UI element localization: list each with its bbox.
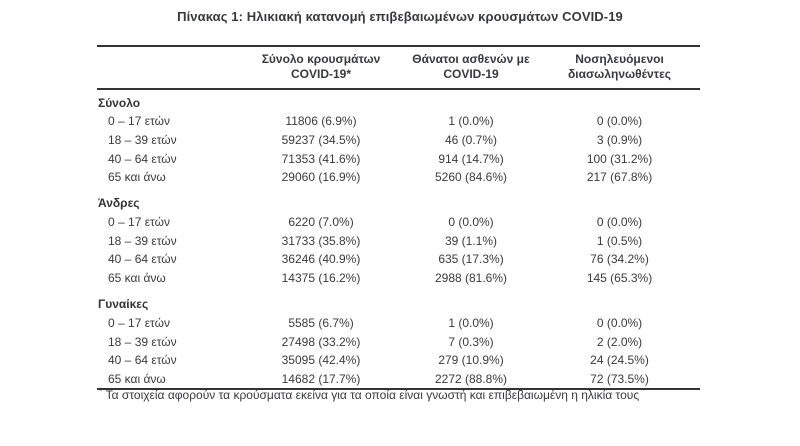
deaths-value: 7 (0.3%)	[448, 334, 494, 349]
deaths-value: 5260 (84.6%)	[434, 170, 508, 185]
intubated-value: 100 (31.2%)	[586, 151, 653, 166]
intubated-value: 0 (0.0%)	[596, 315, 643, 330]
table-row: 40 – 64 ετών 36246 (40.9%) 635 (17.3%) 7…	[97, 250, 700, 269]
header-total-cases: Σύνολο κρουσμάτων COVID-19*	[239, 46, 403, 90]
header-intubated-line2: διασωληνωθέντες	[567, 67, 671, 81]
age-label: 0 – 17 ετών	[108, 315, 170, 330]
intubated-value: 72 (73.5%)	[590, 371, 649, 386]
footnote-asterisk: *	[99, 386, 103, 396]
age-label: 0 – 17 ετών	[108, 114, 170, 129]
intubated-value: 0 (0.0%)	[596, 114, 643, 129]
header-empty-cell	[97, 46, 239, 90]
header-intubated-line1: Νοσηλευόμενοι	[575, 52, 664, 66]
section-row-men: Άνδρες	[97, 187, 700, 213]
section-label-women: Γυναίκες	[98, 297, 149, 311]
age-label: 65 και άνω	[108, 271, 166, 286]
table-row: 65 και άνω 14375 (16.2%) 2988 (81.6%) 14…	[97, 269, 700, 288]
deaths-value: 2272 (88.8%)	[434, 371, 508, 386]
footnote-text: Τα στοιχεία αφορούν τα κρούσματα εκείνα …	[105, 388, 640, 402]
age-label: 0 – 17 ετών	[108, 215, 170, 230]
intubated-value: 2 (2.0%)	[596, 334, 643, 349]
intubated-value: 3 (0.9%)	[596, 133, 643, 148]
table-title: Πίνακας 1: Ηλικιακή κατανομή επιβεβαιωμέ…	[177, 9, 623, 24]
cases-value: 6220 (7.0%)	[288, 215, 354, 230]
table-row: 40 – 64 ετών 35095 (42.4%) 279 (10.9%) 2…	[97, 351, 700, 370]
section-label-men: Άνδρες	[98, 196, 140, 211]
age-label: 18 – 39 ετών	[108, 133, 177, 148]
intubated-value: 24 (24.5%)	[590, 353, 649, 368]
table-row: 40 – 64 ετών 71353 (41.6%) 914 (14.7%) 1…	[97, 149, 700, 168]
intubated-value: 145 (65.3%)	[586, 271, 653, 286]
table-row: 18 – 39 ετών 31733 (35.8%) 39 (1.1%) 1 (…	[97, 231, 700, 250]
header-deaths-line1: Θάνατοι ασθενών με	[412, 52, 530, 66]
age-label: 40 – 64 ετών	[108, 252, 177, 267]
header-intubated: Νοσηλευόμενοι διασωληνωθέντες	[539, 46, 700, 90]
age-label: 40 – 64 ετών	[108, 353, 177, 368]
table-row: 0 – 17 ετών 5585 (6.7%) 1 (0.0%) 0 (0.0%…	[97, 314, 700, 333]
deaths-value: 914 (14.7%)	[438, 151, 504, 166]
age-label: 65 και άνω	[108, 371, 166, 386]
header-deaths: Θάνατοι ασθενών με COVID-19	[403, 46, 539, 90]
age-label: 18 – 39 ετών	[108, 334, 177, 349]
deaths-value: 279 (10.9%)	[438, 353, 504, 368]
deaths-value: 46 (0.7%)	[444, 133, 498, 148]
cases-value: 59237 (34.5%)	[281, 133, 361, 148]
cases-value: 31733 (35.8%)	[281, 233, 361, 248]
section-label-total: Σύνολο	[98, 95, 141, 110]
age-label: 65 και άνω	[108, 170, 166, 185]
cases-value: 27498 (33.2%)	[281, 334, 361, 349]
header-total-cases-line1: Σύνολο κρουσμάτων	[261, 52, 381, 66]
table-row: 18 – 39 ετών 27498 (33.2%) 7 (0.3%) 2 (2…	[97, 332, 700, 351]
intubated-value: 0 (0.0%)	[596, 215, 643, 230]
cases-value: 11806 (6.9%)	[285, 114, 357, 129]
header-total-cases-line2: COVID-19*	[290, 67, 352, 81]
header-deaths-line2: COVID-19	[443, 67, 499, 81]
intubated-value: 76 (34.2%)	[590, 252, 649, 267]
cases-value: 29060 (16.9%)	[281, 170, 361, 185]
cases-value: 71353 (41.6%)	[281, 151, 361, 166]
table-row: 0 – 17 ετών 11806 (6.9%) 1 (0.0%) 0 (0.0…	[97, 112, 700, 131]
cases-value: 35095 (42.4%)	[281, 353, 361, 368]
intubated-value: 1 (0.5%)	[596, 233, 643, 248]
table-row: 0 – 17 ετών 6220 (7.0%) 0 (0.0%) 0 (0.0%…	[97, 213, 700, 232]
age-label: 18 – 39 ετών	[108, 233, 177, 248]
covid-age-distribution-table: Σύνολο κρουσμάτων COVID-19* Θάνατοι ασθε…	[97, 45, 700, 391]
age-label: 40 – 64 ετών	[108, 151, 177, 166]
deaths-value: 1 (0.0%)	[448, 114, 494, 129]
header-row: Σύνολο κρουσμάτων COVID-19* Θάνατοι ασθε…	[97, 46, 700, 90]
cases-value: 36246 (40.9%)	[281, 252, 361, 267]
section-row-total: Σύνολο	[97, 89, 700, 112]
cases-value: 14682 (17.7%)	[281, 371, 361, 386]
table-row: 65 και άνω 29060 (16.9%) 5260 (84.6%) 21…	[97, 168, 700, 187]
table-row: 65 και άνω 14682 (17.7%) 2272 (88.8%) 72…	[97, 370, 700, 390]
cases-value: 5585 (6.7%)	[288, 315, 354, 330]
table-row: 18 – 39 ετών 59237 (34.5%) 46 (0.7%) 3 (…	[97, 131, 700, 150]
deaths-value: 1 (0.0%)	[448, 315, 494, 330]
cases-value: 14375 (16.2%)	[281, 271, 361, 286]
deaths-value: 635 (17.3%)	[438, 252, 504, 267]
deaths-value: 0 (0.0%)	[448, 215, 494, 230]
intubated-value: 217 (67.8%)	[586, 170, 653, 185]
deaths-value: 39 (1.1%)	[444, 233, 498, 248]
footnote: * Τα στοιχεία αφορούν τα κρούσματα εκείν…	[99, 386, 700, 403]
deaths-value: 2988 (81.6%)	[434, 271, 508, 286]
section-row-women: Γυναίκες	[97, 288, 700, 314]
